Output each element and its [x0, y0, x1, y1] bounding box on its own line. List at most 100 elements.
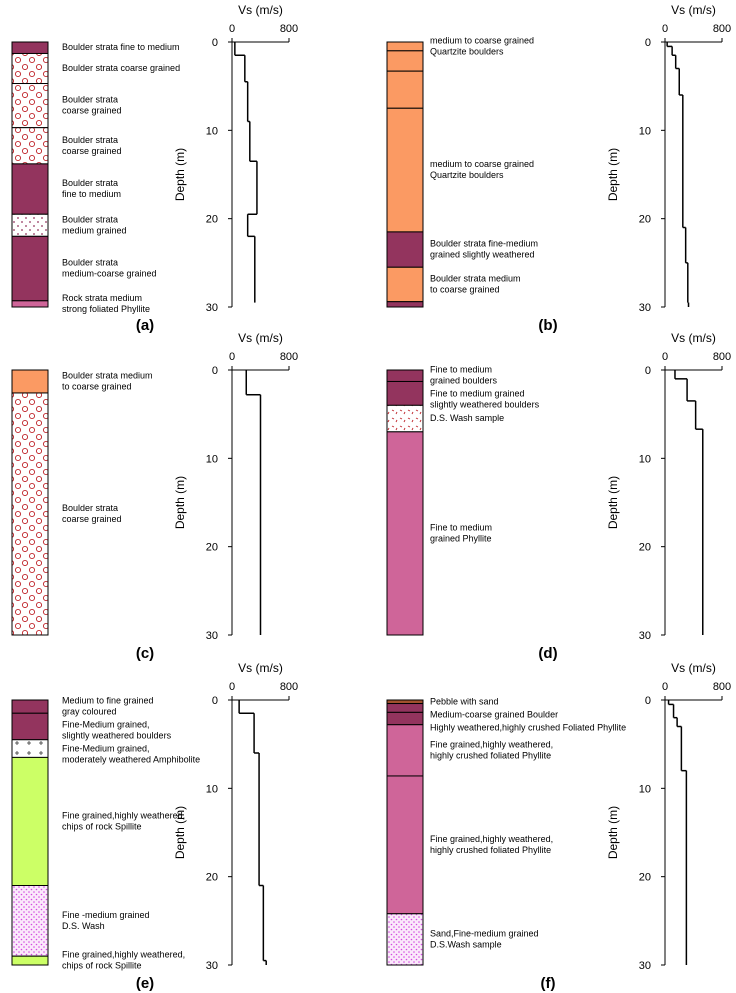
- stratum-description: Boulder strata coarse grained: [62, 135, 122, 156]
- stratum-description: Boulder strata medium-coarse grained: [62, 258, 157, 279]
- y-tick-label: 20: [639, 872, 651, 884]
- description-line: Fine -medium grained: [62, 910, 150, 920]
- y-tick-label: 30: [206, 960, 218, 972]
- stratum: [386, 775, 424, 915]
- stratum-description: Boulder strata coarse grained: [62, 503, 122, 524]
- stratum: [386, 50, 424, 72]
- y-tick-label: 30: [639, 630, 651, 642]
- description-line: grained Phyllite: [430, 533, 492, 543]
- y-tick-label: 30: [639, 960, 651, 972]
- y-tick-label: 10: [639, 453, 651, 465]
- description-line: D.S. Wash: [62, 921, 105, 931]
- description-line: Boulder strata fine to medium: [62, 42, 180, 52]
- description-line: highly crushed foliated Phyllite: [430, 750, 551, 760]
- panel-label: (c): [136, 645, 154, 662]
- x-tick-label: 0: [662, 351, 668, 363]
- y-tick-label: 30: [206, 302, 218, 314]
- x-axis-title: Vs (m/s): [671, 661, 716, 675]
- y-axis-title: Depth (m): [173, 806, 187, 859]
- description-line: Fine-Medium grained,: [62, 720, 150, 730]
- stratum-description: Fine-Medium grained, slightly weathered b…: [62, 720, 172, 741]
- description-line: Fine to medium: [430, 365, 492, 375]
- description-line: Fine grained,highly weathered,: [430, 739, 553, 749]
- y-axis-title: Depth (m): [606, 806, 620, 859]
- y-tick-label: 0: [212, 37, 218, 49]
- stratum: [386, 41, 424, 52]
- description-line: Pebble with sand: [430, 696, 499, 706]
- stratum-description: Fine grained,highly weathered, chips of r…: [62, 810, 185, 831]
- stratum: [11, 213, 49, 237]
- panel: Medium to fine grained gray coloured Fine-…: [11, 661, 298, 992]
- stratum-description: Boulder strata medium to coarse grained: [430, 273, 521, 294]
- x-tick-label: 800: [713, 681, 731, 693]
- stratum: [386, 913, 424, 966]
- y-tick-label: 20: [639, 542, 651, 554]
- stratum: [386, 703, 424, 713]
- y-tick-label: 0: [645, 695, 651, 707]
- panel: Pebble with sand Medium-coarse grained Bo…: [386, 661, 731, 992]
- panel-label: (f): [541, 975, 556, 992]
- x-tick-label: 0: [662, 23, 668, 35]
- description-line: chips of rock Spillite: [62, 821, 142, 831]
- x-tick-label: 0: [662, 681, 668, 693]
- y-tick-label: 10: [639, 783, 651, 795]
- stratum: [11, 52, 49, 85]
- stratum-description: Fine grained,highly weathered, chips of r…: [62, 950, 185, 971]
- description-line: Quartzite boulders: [430, 170, 504, 180]
- description-line: gray coloured: [62, 707, 117, 717]
- stratum: [11, 392, 49, 636]
- x-tick-label: 800: [280, 351, 298, 363]
- y-axis-title: Depth (m): [173, 476, 187, 529]
- description-line: grained boulders: [430, 376, 498, 386]
- description-line: moderately weathered Amphibolite: [62, 755, 200, 765]
- panel: Boulder strata medium to coarse grainedBo…: [11, 331, 298, 662]
- y-axis-title: Depth (m): [173, 148, 187, 201]
- y-tick-label: 0: [645, 365, 651, 377]
- description-line: medium grained: [62, 225, 127, 235]
- stratum-description: Fine grained,highly weathered, highly cru…: [430, 739, 553, 760]
- description-line: Boulder strata: [62, 95, 118, 105]
- y-tick-label: 10: [206, 453, 218, 465]
- description-line: Boulder strata: [62, 214, 118, 224]
- stratum: [11, 712, 49, 741]
- stratum-description: Fine -medium grained D.S. Wash: [62, 910, 150, 931]
- description-line: medium to coarse grained: [430, 159, 534, 169]
- description-line: coarse grained: [62, 146, 122, 156]
- stratum: [11, 83, 49, 129]
- description-line: Boulder strata medium: [62, 370, 153, 380]
- stratum: [386, 301, 424, 308]
- panel-label: (a): [136, 317, 154, 334]
- stratum-description: Fine grained,highly weathered, highly cru…: [430, 834, 553, 855]
- stratum-description: Boulder strata fine to medium: [62, 42, 180, 52]
- stratum-description: medium to coarse grained Quartzite boulde…: [430, 35, 534, 56]
- description-line: chips of rock Spillite: [62, 961, 142, 971]
- stratum-description: Fine-Medium grained, moderately weathered…: [62, 744, 200, 765]
- x-tick-label: 800: [280, 23, 298, 35]
- stratum-description: D.S. Wash sample: [430, 413, 504, 423]
- description-line: Fine to medium grained: [430, 389, 525, 399]
- description-line: Boulder strata: [62, 135, 118, 145]
- description-line: Fine grained,highly weathered,: [430, 834, 553, 844]
- y-tick-label: 20: [206, 872, 218, 884]
- stratum-description: Fine to medium grained Phyllite: [430, 522, 492, 543]
- description-line: Sand,Fine-medium grained: [430, 928, 539, 938]
- description-line: Quartzite boulders: [430, 46, 504, 56]
- description-line: highly crushed foliated Phyllite: [430, 845, 551, 855]
- stratum: [11, 699, 49, 714]
- y-tick-label: 0: [212, 695, 218, 707]
- description-line: medium-coarse grained: [62, 269, 157, 279]
- description-line: Boulder strata: [62, 178, 118, 188]
- x-axis-title: Vs (m/s): [238, 331, 283, 345]
- stratum-description: Boulder strata coarse grained: [62, 63, 180, 73]
- y-tick-label: 20: [206, 542, 218, 554]
- description-line: coarse grained: [62, 514, 122, 524]
- description-line: Boulder strata fine-medium: [430, 239, 538, 249]
- description-line: medium to coarse grained: [430, 35, 534, 45]
- stratum-description: Fine to medium grained boulders: [430, 365, 498, 386]
- stratum: [11, 41, 49, 54]
- stratum: [11, 756, 49, 886]
- panel: Boulder strata fine to medium Boulder str…: [11, 3, 298, 334]
- x-axis-title: Vs (m/s): [238, 3, 283, 17]
